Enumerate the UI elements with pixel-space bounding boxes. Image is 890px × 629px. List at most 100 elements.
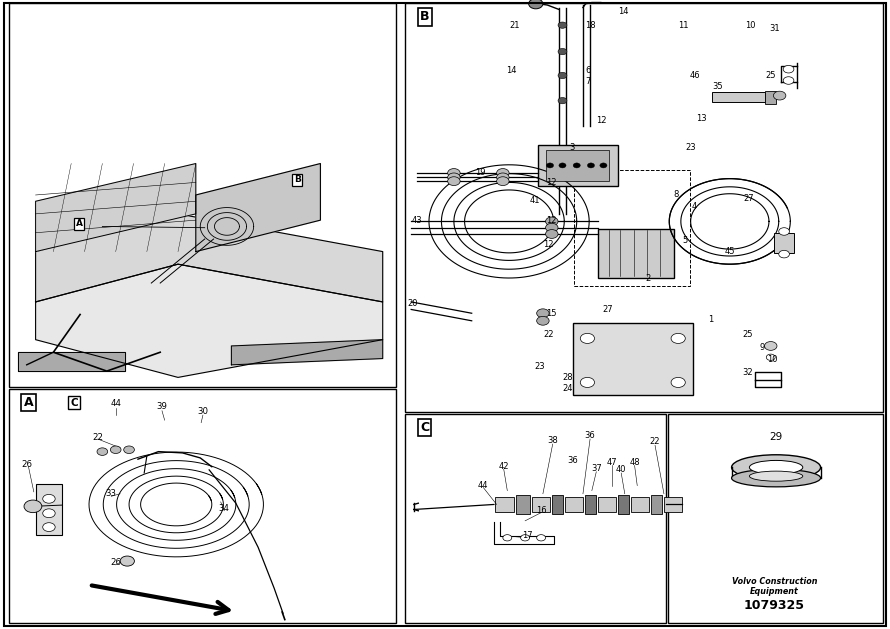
Text: 31: 31 [769, 24, 780, 33]
Text: 44: 44 [110, 399, 121, 408]
Text: 紫发动力
Diesel-Engines: 紫发动力 Diesel-Engines [405, 342, 485, 388]
Text: 14: 14 [618, 7, 628, 16]
Text: 紫发动力
Diesel-Engines: 紫发动力 Diesel-Engines [405, 216, 485, 262]
Bar [668, 414, 883, 623]
Circle shape [546, 217, 558, 226]
Bar [516, 495, 530, 514]
Polygon shape [196, 164, 320, 252]
Text: 紫发动力
Diesel-Engines: 紫发动力 Diesel-Engines [49, 216, 129, 262]
Text: A: A [24, 396, 33, 409]
Circle shape [110, 446, 121, 454]
Circle shape [503, 535, 512, 541]
Bar [598, 497, 616, 512]
Text: 26: 26 [21, 460, 32, 469]
Bar [631, 497, 649, 512]
Text: 紫发动力
Diesel-Engines: 紫发动力 Diesel-Engines [743, 90, 823, 136]
Text: 紫发动力
Diesel-Engines: 紫发动力 Diesel-Engines [209, 467, 289, 514]
Text: Volvo Construction
Equipment: Volvo Construction Equipment [732, 577, 817, 596]
Text: 11: 11 [678, 21, 689, 30]
Text: 紫发动力
Diesel-Engines: 紫发动力 Diesel-Engines [601, 342, 681, 388]
Circle shape [766, 354, 775, 360]
Text: 21: 21 [509, 21, 520, 30]
Circle shape [448, 177, 460, 186]
Text: 紫发动力
Diesel-Engines: 紫发动力 Diesel-Engines [743, 342, 823, 388]
Circle shape [497, 169, 509, 177]
Text: 39: 39 [157, 403, 167, 411]
Circle shape [558, 97, 567, 104]
Text: 25: 25 [765, 71, 776, 80]
Text: 12: 12 [596, 116, 607, 125]
Text: 1079325: 1079325 [744, 599, 805, 611]
Bar [774, 233, 794, 253]
Text: 1: 1 [708, 315, 713, 324]
Text: B: B [420, 11, 429, 23]
Text: 紫发动力
Diesel-Engines: 紫发动力 Diesel-Engines [601, 216, 681, 262]
Text: 48: 48 [629, 458, 640, 467]
Circle shape [671, 333, 685, 343]
Bar [618, 495, 629, 514]
Text: 36: 36 [585, 431, 595, 440]
Text: 紫发动力
Diesel-Engines: 紫发动力 Diesel-Engines [49, 467, 129, 514]
Polygon shape [18, 352, 125, 371]
Text: 15: 15 [546, 309, 557, 318]
Text: 6: 6 [586, 66, 591, 75]
Text: 43: 43 [411, 216, 422, 225]
Circle shape [580, 377, 595, 387]
Circle shape [43, 494, 55, 503]
Circle shape [43, 509, 55, 518]
Circle shape [783, 77, 794, 84]
Text: 12: 12 [543, 240, 554, 248]
Bar [664, 497, 682, 512]
Text: 14: 14 [506, 66, 517, 75]
Polygon shape [231, 340, 383, 365]
Text: 17: 17 [522, 532, 533, 540]
Text: 32: 32 [742, 368, 753, 377]
Circle shape [497, 173, 509, 182]
Bar [532, 497, 550, 512]
Circle shape [779, 250, 789, 258]
Circle shape [546, 163, 554, 168]
Ellipse shape [732, 469, 821, 487]
Ellipse shape [732, 455, 821, 480]
Ellipse shape [749, 460, 803, 474]
Polygon shape [36, 264, 383, 377]
Text: 33: 33 [106, 489, 117, 498]
Bar [765, 91, 776, 104]
Circle shape [497, 177, 509, 186]
Circle shape [448, 169, 460, 177]
Text: 41: 41 [530, 196, 540, 204]
Text: 44: 44 [478, 481, 489, 490]
Text: 12: 12 [546, 216, 557, 225]
Text: 35: 35 [712, 82, 723, 91]
Text: 8: 8 [674, 191, 679, 199]
Text: 紫发动力
Diesel-Engines: 紫发动力 Diesel-Engines [743, 216, 823, 262]
Circle shape [773, 91, 786, 100]
Text: 紫发动力
Diesel-Engines: 紫发动力 Diesel-Engines [209, 342, 289, 388]
Text: 24: 24 [562, 384, 573, 393]
Text: 12: 12 [546, 178, 557, 187]
Circle shape [537, 535, 546, 541]
Text: 紫发动力
Diesel-Engines: 紫发动力 Diesel-Engines [209, 216, 289, 262]
Bar [9, 3, 396, 387]
Text: 30: 30 [198, 408, 208, 416]
Text: B: B [294, 175, 301, 184]
Bar [585, 495, 596, 514]
Text: 紫发动力
Diesel-Engines: 紫发动力 Diesel-Engines [405, 467, 485, 514]
Text: 27: 27 [603, 305, 613, 314]
Text: 34: 34 [219, 504, 230, 513]
Circle shape [559, 163, 566, 168]
Circle shape [558, 72, 567, 79]
Bar [405, 414, 666, 623]
Text: 42: 42 [498, 462, 509, 471]
Bar [405, 3, 883, 412]
Text: 22: 22 [93, 433, 103, 442]
Circle shape [779, 228, 789, 235]
Text: 38: 38 [547, 436, 558, 445]
Text: 27: 27 [743, 194, 754, 203]
Text: 16: 16 [536, 506, 546, 515]
Text: 28: 28 [562, 373, 573, 382]
Circle shape [448, 173, 460, 182]
Bar [495, 497, 514, 512]
Text: 紫发动力
Diesel-Engines: 紫发动力 Diesel-Engines [601, 467, 681, 514]
Text: 紫发动力
Diesel-Engines: 紫发动力 Diesel-Engines [405, 90, 485, 136]
